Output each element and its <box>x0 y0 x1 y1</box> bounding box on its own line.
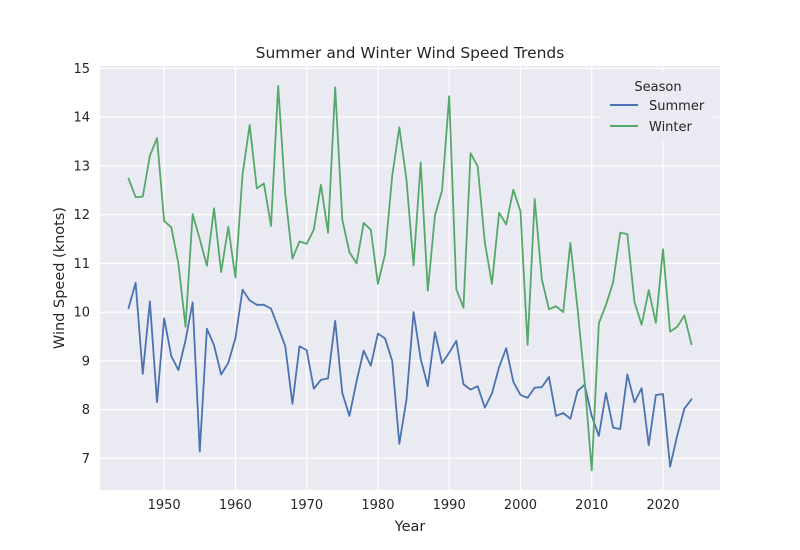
series-lines <box>127 85 693 472</box>
x-tick-label: 1950 <box>148 498 181 513</box>
y-tick-label: 13 <box>73 159 90 174</box>
y-tick-label: 7 <box>82 452 90 467</box>
x-tick-label: 2020 <box>646 498 679 513</box>
y-tick-label: 11 <box>73 257 90 272</box>
x-axis-ticks: 1950 1960 1970 1980 1990 2000 2010 2020 <box>148 498 680 513</box>
x-tick-label: 1980 <box>361 498 394 513</box>
x-axis-label: Year <box>394 519 426 535</box>
y-tick-label: 8 <box>82 403 90 418</box>
y-tick-label: 12 <box>73 208 90 223</box>
y-tick-label: 10 <box>73 306 90 321</box>
x-tick-label: 2000 <box>504 498 537 513</box>
y-tick-label: 14 <box>73 111 90 126</box>
legend-label-summer: Summer <box>649 99 705 114</box>
x-tick-label: 1970 <box>290 498 323 513</box>
legend-box <box>600 72 714 140</box>
y-axis-ticks: 7 8 9 10 11 12 13 14 15 <box>73 62 90 467</box>
series-line-winter <box>127 85 693 472</box>
legend-label-winter: Winter <box>649 120 693 135</box>
x-tick-label: 1960 <box>219 498 252 513</box>
y-tick-label: 15 <box>73 62 90 77</box>
y-axis-label: Wind Speed (knots) <box>52 207 68 349</box>
y-tick-label: 9 <box>82 354 90 369</box>
chart-title: Summer and Winter Wind Speed Trends <box>256 44 565 62</box>
x-tick-label: 1990 <box>433 498 466 513</box>
legend-title: Season <box>634 80 681 95</box>
series-line-summer <box>127 281 693 468</box>
legend: Season Summer Winter <box>600 72 714 140</box>
x-tick-label: 2010 <box>575 498 608 513</box>
